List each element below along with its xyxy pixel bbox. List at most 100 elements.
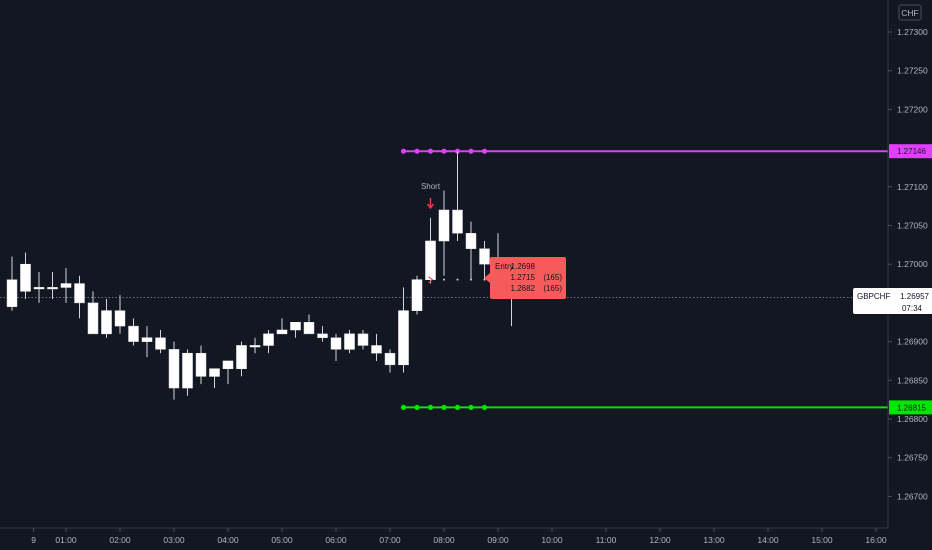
entry-dot bbox=[443, 278, 445, 281]
trade-box-pips: (165) bbox=[543, 273, 562, 282]
take-profit-dot bbox=[441, 148, 447, 154]
candle-down bbox=[465, 232, 477, 249]
trade-box-pointer bbox=[484, 273, 490, 283]
time-tick-label: 09:00 bbox=[487, 535, 509, 545]
stop-loss-dot bbox=[441, 404, 447, 410]
take-profit-price-label: 1.27146 bbox=[897, 147, 926, 156]
entry-dot bbox=[483, 278, 486, 281]
time-tick-label: 13:00 bbox=[703, 535, 725, 545]
stop-loss-dot bbox=[427, 404, 434, 410]
stop-loss-price-label: 1.26815 bbox=[897, 403, 926, 412]
price-tick-label: 1.27300 bbox=[897, 27, 928, 37]
time-tick-label: 15:00 bbox=[811, 535, 833, 545]
entry-marker-icon bbox=[428, 276, 434, 284]
take-profit-dot bbox=[454, 148, 461, 154]
time-tick-label: 08:00 bbox=[433, 535, 455, 545]
time-tick-label: 02:00 bbox=[109, 535, 131, 545]
candle-up bbox=[276, 329, 288, 335]
entry-dot bbox=[456, 278, 459, 281]
signal-lines bbox=[400, 148, 888, 410]
currency-badge[interactable]: CHF bbox=[898, 4, 922, 21]
price-tick-label: 1.27100 bbox=[897, 182, 928, 192]
price-tick-label: 1.27250 bbox=[897, 66, 928, 76]
time-tick-label: 03:00 bbox=[163, 535, 185, 545]
candle-down bbox=[74, 283, 85, 304]
candle-up bbox=[33, 287, 45, 290]
time-tick-label: 01:00 bbox=[55, 535, 77, 545]
trade-box-value: 1.2682 bbox=[511, 284, 536, 293]
price-tick-label: 1.26700 bbox=[897, 491, 928, 501]
candle-down bbox=[87, 302, 99, 335]
time-tick-label: 10:00 bbox=[541, 535, 563, 545]
candle-up bbox=[236, 345, 247, 369]
candle-down bbox=[195, 352, 207, 377]
price-tick-label: 1.27000 bbox=[897, 259, 928, 269]
take-profit-price-badge bbox=[889, 144, 932, 159]
trade-box-entry-label: Entry bbox=[495, 262, 514, 271]
candle-up bbox=[222, 360, 234, 369]
candles bbox=[6, 151, 517, 400]
take-profit-dot bbox=[427, 148, 434, 154]
price-tick-label: 1.26750 bbox=[897, 453, 928, 463]
candle-down bbox=[371, 345, 382, 354]
stop-loss-dot bbox=[481, 404, 488, 410]
price-tick-label: 1.26850 bbox=[897, 375, 928, 385]
price-tick-label: 1.27050 bbox=[897, 221, 928, 231]
candle-up bbox=[263, 333, 274, 346]
stop-loss-dot bbox=[454, 404, 461, 410]
take-profit-dot bbox=[481, 148, 488, 154]
candle-up bbox=[411, 279, 423, 311]
candle-up bbox=[438, 209, 450, 242]
currency-label: CHF bbox=[901, 8, 918, 18]
candle-up bbox=[249, 345, 261, 348]
time-tick-label: 14:00 bbox=[757, 535, 779, 545]
stop-loss-dot bbox=[400, 404, 407, 410]
stop-loss-dot bbox=[468, 404, 474, 410]
time-axis[interactable]: 9 01:00 02:00 03:00 04:00 05:00 06:00 07:00 08:0… bbox=[31, 528, 887, 545]
candle-down bbox=[303, 322, 315, 335]
candle-up bbox=[60, 283, 72, 288]
stop-loss-dot bbox=[414, 404, 420, 410]
last-price-badge: GBPCHF 1.26957 07:34 bbox=[853, 288, 932, 314]
last-price-label: 1.26957 bbox=[900, 292, 929, 301]
time-tick-label: 12:00 bbox=[649, 535, 671, 545]
trade-box bbox=[490, 257, 566, 299]
entry-dot bbox=[470, 278, 472, 281]
candle-up bbox=[209, 368, 220, 377]
candle-up bbox=[47, 287, 58, 290]
candle-down bbox=[479, 248, 490, 265]
candle-down bbox=[357, 333, 369, 346]
price-tick-label: 1.26800 bbox=[897, 414, 928, 424]
candle-down bbox=[114, 310, 126, 327]
stop-loss-price-badge bbox=[889, 400, 932, 415]
time-tick-label: 05:00 bbox=[271, 535, 293, 545]
take-profit-dot bbox=[468, 148, 474, 154]
time-tick-label: 06:00 bbox=[325, 535, 347, 545]
price-axis[interactable]: 1.27300 1.27250 1.27200 1.27100 1.27050 1.270… bbox=[888, 27, 932, 501]
time-tick-label: 9 bbox=[31, 535, 36, 545]
price-tick-label: 1.26900 bbox=[897, 337, 928, 347]
trade-box-pips: (165) bbox=[543, 284, 562, 293]
take-profit-dot bbox=[414, 148, 420, 154]
candle-down bbox=[452, 209, 463, 234]
candle-up bbox=[290, 322, 301, 331]
candle-down bbox=[6, 279, 18, 308]
candle-down bbox=[384, 352, 396, 366]
trade-box-value: 1.2698 bbox=[511, 262, 536, 271]
countdown-label: 07:34 bbox=[902, 304, 923, 313]
time-tick-label: 16:00 bbox=[865, 535, 887, 545]
candle-up bbox=[182, 352, 193, 389]
candle-up bbox=[20, 263, 31, 292]
signal-label: Short bbox=[421, 182, 441, 191]
candle-down bbox=[128, 325, 139, 342]
candle-up bbox=[101, 310, 112, 335]
candle-down bbox=[317, 333, 328, 338]
time-tick-label: 04:00 bbox=[217, 535, 239, 545]
candle-up bbox=[425, 240, 436, 280]
candle-up bbox=[398, 310, 409, 366]
time-tick-label: 07:00 bbox=[379, 535, 401, 545]
time-tick-label: 11:00 bbox=[596, 535, 617, 545]
take-profit-dot bbox=[400, 148, 407, 154]
